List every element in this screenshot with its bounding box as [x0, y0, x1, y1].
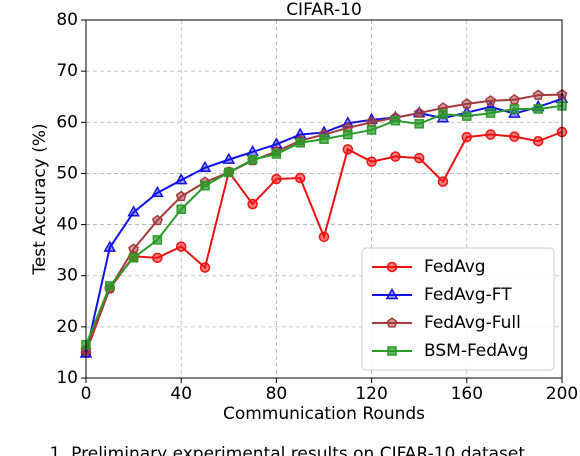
marker [461, 98, 473, 109]
x-tick-label: 40 [170, 384, 192, 404]
marker [413, 152, 425, 164]
marker [485, 129, 496, 140]
marker [319, 134, 329, 144]
plot-frame [85, 19, 563, 379]
marker [462, 111, 472, 121]
marker [366, 125, 377, 135]
marker [390, 151, 401, 162]
legend-label: FedAvg-Full [424, 313, 521, 333]
marker [485, 95, 497, 106]
marker [198, 160, 212, 173]
y-tick-label: 50 [56, 163, 78, 183]
y-tick-label: 40 [56, 215, 78, 235]
marker [222, 152, 236, 164]
marker [508, 94, 520, 105]
marker [533, 104, 543, 114]
marker [176, 204, 186, 214]
chart-title: CIFAR-10 [286, 0, 362, 20]
legend-box [361, 247, 555, 371]
marker [532, 135, 544, 147]
marker [437, 176, 449, 187]
marker [151, 214, 163, 226]
marker [175, 190, 187, 202]
marker [390, 116, 401, 126]
x-tick-label: 120 [355, 384, 387, 404]
marker [152, 235, 163, 245]
marker [343, 129, 353, 140]
marker [152, 252, 163, 264]
x-tick-label: 200 [546, 384, 578, 404]
marker [199, 262, 211, 273]
marker [174, 173, 188, 185]
marker [151, 185, 164, 198]
x-tick-label: 160 [451, 384, 483, 404]
marker [271, 149, 282, 159]
marker [224, 167, 234, 178]
marker [413, 107, 425, 118]
marker [127, 205, 140, 217]
legend-label: FedAvg-FT [424, 285, 512, 305]
caption: 1. Preliminary experimental results on C… [50, 444, 531, 456]
y-tick-label: 80 [56, 10, 78, 30]
marker [295, 137, 305, 148]
marker [128, 253, 139, 263]
y-tick-label: 10 [56, 368, 78, 388]
marker [175, 241, 187, 252]
marker [128, 243, 140, 254]
legend-marker [387, 346, 397, 356]
marker [485, 108, 496, 118]
marker [509, 104, 520, 114]
legend-marker [385, 287, 399, 300]
marker [105, 281, 115, 291]
legend-marker [386, 261, 398, 273]
marker [342, 144, 354, 155]
y-tick-label: 20 [56, 317, 78, 337]
marker [200, 180, 210, 191]
marker [247, 154, 258, 165]
legend-label: FedAvg [424, 257, 486, 277]
y-tick-label: 30 [56, 266, 78, 286]
marker [271, 173, 282, 185]
marker [318, 231, 330, 243]
x-axis-label: Communication Rounds [223, 404, 425, 424]
marker [509, 131, 520, 142]
marker [247, 198, 258, 210]
legend: FedAvg FedAvg-FT FedAvg-Full BSM-FedAvg [361, 247, 555, 371]
marker [103, 240, 117, 252]
x-tick-label: 80 [266, 384, 288, 404]
marker [461, 131, 473, 143]
marker [532, 89, 544, 100]
legend-label: BSM-FedAvg [424, 341, 529, 361]
x-tick-label: 0 [81, 384, 92, 404]
marker [438, 109, 448, 119]
y-tick-label: 70 [56, 61, 78, 81]
y-tick-label: 60 [56, 112, 78, 132]
legend-marker [386, 317, 398, 328]
marker [294, 172, 306, 184]
marker [414, 119, 424, 129]
y-axis-label: Test Accuracy (%) [30, 123, 50, 275]
marker [366, 156, 377, 167]
